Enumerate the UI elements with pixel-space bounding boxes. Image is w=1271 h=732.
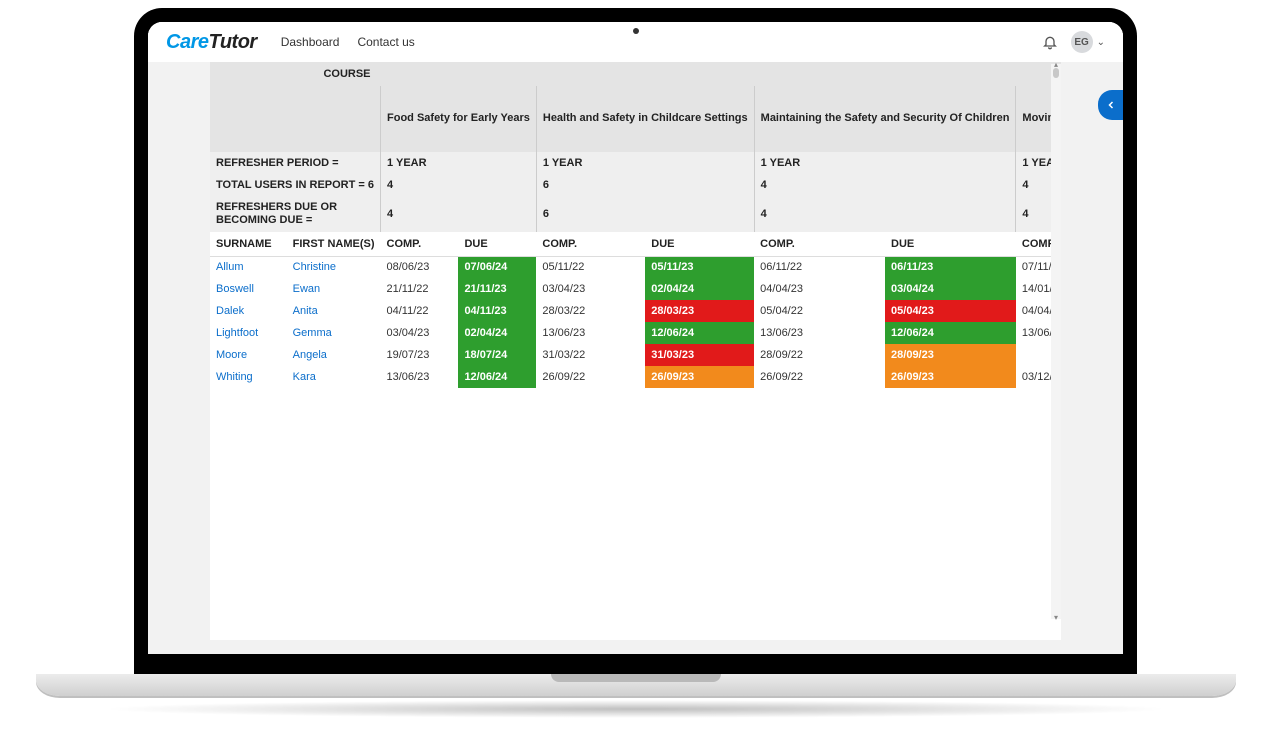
comp-cell: 28/09/22 <box>754 344 885 366</box>
user-menu-caret[interactable]: ⌄ <box>1097 37 1105 48</box>
col-due: DUE <box>458 232 536 256</box>
brand-part2: Tutor <box>208 31 256 53</box>
meta-value: 1 YEAR <box>381 152 537 174</box>
app-root: CareTutor Dashboard Contact us EG ⌄ <box>148 22 1123 654</box>
laptop-screen: CareTutor Dashboard Contact us EG ⌄ <box>148 22 1123 654</box>
col-comp: COMP. <box>536 232 645 256</box>
content-area: ▴▾ COURSEFood Safety for Early YearsHeal… <box>148 62 1123 654</box>
laptop-mockup: CareTutor Dashboard Contact us EG ⌄ <box>0 0 1271 732</box>
notifications-icon[interactable] <box>1041 33 1059 51</box>
due-cell: 18/07/24 <box>458 344 536 366</box>
due-cell: 31/03/23 <box>645 344 754 366</box>
comp-cell: 26/09/22 <box>754 366 885 388</box>
laptop-shadow <box>100 700 1172 718</box>
firstname-cell[interactable]: Gemma <box>287 322 381 344</box>
due-cell: 26/09/23 <box>885 366 1016 388</box>
col-first-names[interactable]: FIRST NAME(S) <box>287 232 381 256</box>
meta-label: REFRESHER PERIOD = <box>210 152 381 174</box>
meta-label: REFRESHERS DUE OR BECOMING DUE = <box>210 196 381 232</box>
laptop-body: CareTutor Dashboard Contact us EG ⌄ <box>134 8 1137 674</box>
comp-cell: 13/06/23 <box>754 322 885 344</box>
meta-label: TOTAL USERS IN REPORT = 6 <box>210 174 381 196</box>
due-cell: 26/09/23 <box>645 366 754 388</box>
comp-cell: 19/07/23 <box>381 344 459 366</box>
training-matrix-table: COURSEFood Safety for Early YearsHealth … <box>210 62 1061 388</box>
comp-cell: 03/04/23 <box>381 322 459 344</box>
surname-cell[interactable]: Lightfoot <box>210 322 287 344</box>
comp-cell: 05/04/22 <box>754 300 885 322</box>
meta-value: 4 <box>381 196 537 232</box>
meta-value: 4 <box>381 174 537 196</box>
table-row: MooreAngela19/07/2318/07/2431/03/2231/03… <box>210 344 1061 366</box>
table-row: DalekAnita04/11/2204/11/2328/03/2228/03/… <box>210 300 1061 322</box>
due-cell: 12/06/24 <box>645 322 754 344</box>
vertical-scrollbar[interactable]: ▴▾ <box>1051 64 1061 619</box>
surname-cell[interactable]: Whiting <box>210 366 287 388</box>
surname-cell[interactable]: Allum <box>210 256 287 278</box>
col-comp: COMP. <box>754 232 885 256</box>
course-header: Health and Safety in Childcare Settings <box>536 86 754 152</box>
due-cell: 28/03/23 <box>645 300 754 322</box>
surname-cell[interactable]: Dalek <box>210 300 287 322</box>
col-surname[interactable]: SURNAME <box>210 232 287 256</box>
comp-cell: 06/11/22 <box>754 256 885 278</box>
user-avatar[interactable]: EG <box>1071 31 1093 53</box>
table-row: AllumChristine08/06/2307/06/2405/11/2205… <box>210 256 1061 278</box>
comp-cell: 13/06/23 <box>536 322 645 344</box>
nav-dashboard[interactable]: Dashboard <box>281 35 340 49</box>
brand-part1: Care <box>166 31 208 53</box>
due-cell: 03/04/24 <box>885 278 1016 300</box>
course-label: COURSE <box>210 62 381 86</box>
firstname-cell[interactable]: Kara <box>287 366 381 388</box>
table-row: WhitingKara13/06/2312/06/2426/09/2226/09… <box>210 366 1061 388</box>
col-due: DUE <box>645 232 754 256</box>
due-cell: 21/11/23 <box>458 278 536 300</box>
due-cell: 05/04/23 <box>885 300 1016 322</box>
course-header: Food Safety for Early Years <box>381 86 537 152</box>
surname-cell[interactable]: Moore <box>210 344 287 366</box>
laptop-notch <box>551 674 721 682</box>
due-cell: 28/09/23 <box>885 344 1016 366</box>
surname-cell[interactable]: Boswell <box>210 278 287 300</box>
meta-value: 4 <box>754 174 1016 196</box>
side-collapse-tab[interactable] <box>1098 90 1123 120</box>
comp-cell: 31/03/22 <box>536 344 645 366</box>
due-cell: 05/11/23 <box>645 256 754 278</box>
table-row: BoswellEwan21/11/2221/11/2303/04/2302/04… <box>210 278 1061 300</box>
meta-value: 1 YEAR <box>536 152 754 174</box>
comp-cell: 04/11/22 <box>381 300 459 322</box>
comp-cell: 26/09/22 <box>536 366 645 388</box>
firstname-cell[interactable]: Angela <box>287 344 381 366</box>
comp-cell: 13/06/23 <box>381 366 459 388</box>
brand-logo[interactable]: CareTutor <box>166 31 257 54</box>
meta-value: 1 YEAR <box>754 152 1016 174</box>
firstname-cell[interactable]: Anita <box>287 300 381 322</box>
meta-value: 6 <box>536 174 754 196</box>
comp-cell: 21/11/22 <box>381 278 459 300</box>
comp-cell: 04/04/23 <box>754 278 885 300</box>
due-cell: 04/11/23 <box>458 300 536 322</box>
comp-cell: 28/03/22 <box>536 300 645 322</box>
comp-cell: 08/06/23 <box>381 256 459 278</box>
due-cell: 02/04/24 <box>458 322 536 344</box>
due-cell: 12/06/24 <box>458 366 536 388</box>
nav-contact[interactable]: Contact us <box>357 35 414 49</box>
table-row: LightfootGemma03/04/2302/04/2413/06/2312… <box>210 322 1061 344</box>
firstname-cell[interactable]: Christine <box>287 256 381 278</box>
table-scroller[interactable]: COURSEFood Safety for Early YearsHealth … <box>210 62 1061 388</box>
comp-cell: 05/11/22 <box>536 256 645 278</box>
due-cell: 07/06/24 <box>458 256 536 278</box>
col-due: DUE <box>885 232 1016 256</box>
due-cell: 02/04/24 <box>645 278 754 300</box>
report-panel: ▴▾ COURSEFood Safety for Early YearsHeal… <box>210 62 1061 640</box>
due-cell: 06/11/23 <box>885 256 1016 278</box>
camera-dot <box>633 28 639 34</box>
col-comp: COMP. <box>381 232 459 256</box>
comp-cell: 03/04/23 <box>536 278 645 300</box>
meta-value: 4 <box>754 196 1016 232</box>
course-header: Maintaining the Safety and Security Of C… <box>754 86 1016 152</box>
firstname-cell[interactable]: Ewan <box>287 278 381 300</box>
due-cell: 12/06/24 <box>885 322 1016 344</box>
meta-value: 6 <box>536 196 754 232</box>
